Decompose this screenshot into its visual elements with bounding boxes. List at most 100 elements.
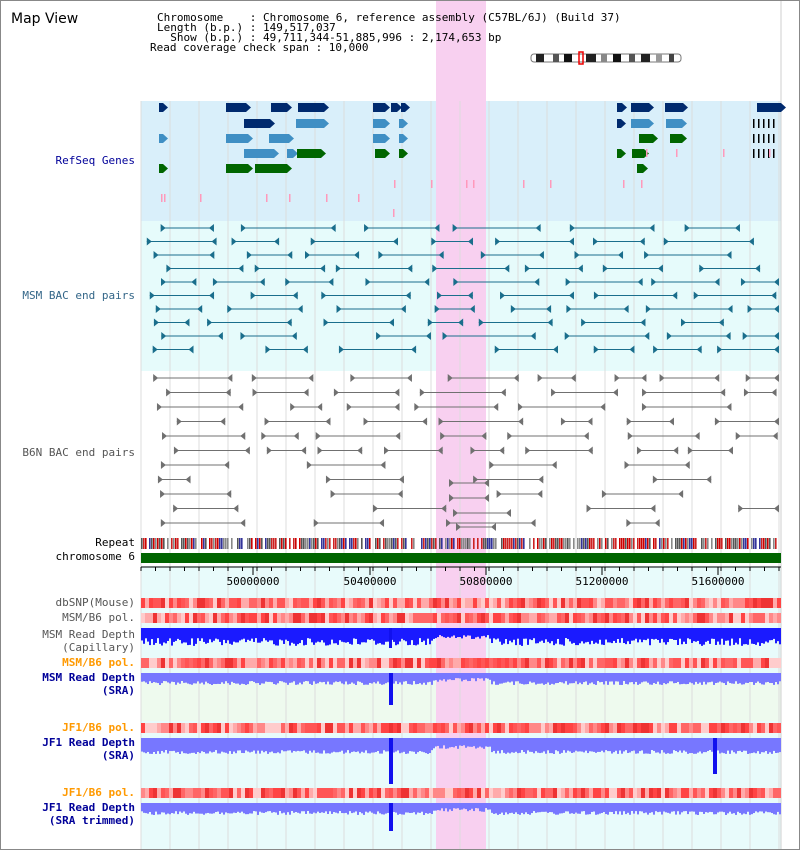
- depth-bar: [281, 803, 283, 814]
- track-label-msm-depth-sra[interactable]: MSM Read Depth: [42, 671, 135, 684]
- heat-cell: [417, 723, 421, 733]
- heat-cell: [649, 613, 653, 623]
- depth-bar: [677, 673, 679, 682]
- heat-cell: [657, 723, 661, 733]
- depth-bar: [259, 628, 261, 643]
- track-label-refseq[interactable]: RefSeq Genes: [55, 154, 135, 167]
- heat-cell: [221, 598, 225, 608]
- pink-mark: [466, 180, 468, 188]
- depth-bar: [195, 673, 197, 684]
- heat-cell: [721, 723, 725, 733]
- depth-bar: [217, 673, 219, 684]
- track-label-b6n-bac[interactable]: B6N BAC end pairs: [22, 446, 135, 459]
- track-label-jf1-depth-sra[interactable]: JF1 Read Depth: [42, 736, 135, 749]
- depth-bar: [735, 803, 737, 815]
- gene-arrow: [246, 103, 251, 112]
- track-label-dbsnp[interactable]: dbSNP(Mouse): [55, 596, 135, 609]
- depth-bar: [579, 628, 581, 644]
- msm-bac-pair-end: [568, 291, 574, 300]
- repeat-element: [155, 538, 157, 549]
- depth-bar: [445, 628, 447, 638]
- depth-bar: [373, 803, 375, 814]
- depth-bar: [585, 628, 587, 643]
- depth-bar: [357, 628, 359, 645]
- track-label-msm-bac[interactable]: MSM BAC end pairs: [22, 289, 135, 302]
- ideogram-band: [536, 54, 544, 62]
- depth-bar: [479, 673, 481, 679]
- heat-cell: [269, 613, 273, 623]
- heat-cell: [653, 598, 657, 608]
- msm-bac-pair-end: [393, 237, 399, 246]
- depth-bar: [551, 738, 553, 754]
- heat-cell: [441, 788, 445, 798]
- heat-cell: [565, 788, 569, 798]
- gene-feature: [297, 149, 321, 158]
- depth-bar: [415, 803, 417, 815]
- b6n-bac-pair-end: [720, 388, 726, 397]
- heat-cell: [553, 788, 557, 798]
- depth-bar: [581, 628, 583, 642]
- depth-bar: [307, 738, 309, 754]
- heat-cell: [433, 723, 437, 733]
- depth-bar: [323, 628, 325, 643]
- depth-bar: [451, 803, 453, 811]
- repeat-element: [217, 538, 219, 549]
- track-label-msm-b6-pol[interactable]: MSM/B6 pol.: [62, 611, 135, 624]
- heat-cell: [517, 613, 521, 623]
- track-label-jf1-b6-pol-2[interactable]: JF1/B6 pol.: [62, 786, 135, 799]
- depth-bar: [363, 803, 365, 815]
- track-label-jf1-b6-pol[interactable]: JF1/B6 pol.: [62, 721, 135, 734]
- depth-bar: [437, 738, 439, 746]
- heat-cell: [385, 788, 389, 798]
- repeat-element: [581, 538, 583, 549]
- depth-bar: [759, 673, 761, 684]
- track-label-msm-depth-cap[interactable]: MSM Read Depth: [42, 628, 135, 641]
- track-label-msm-b6-pol-2[interactable]: MSM/B6 pol.: [62, 656, 135, 669]
- depth-bar: [387, 738, 389, 752]
- depth-bar: [395, 673, 397, 682]
- depth-bar: [299, 803, 301, 814]
- track-label-jf1-depth-trim[interactable]: JF1 Read Depth: [42, 801, 135, 814]
- repeat-element: [767, 538, 769, 549]
- repeat-element: [307, 538, 309, 549]
- heat-cell: [773, 658, 777, 668]
- heat-cell: [717, 788, 721, 798]
- heat-cell: [309, 613, 313, 623]
- depth-bar: [209, 803, 211, 814]
- depth-bar: [361, 628, 363, 643]
- repeat-element: [461, 538, 463, 549]
- msm-bac-pair-end: [771, 291, 777, 300]
- depth-bar: [727, 738, 729, 751]
- repeat-element: [677, 538, 679, 549]
- track-label-chromosome[interactable]: chromosome 6: [55, 550, 135, 563]
- depth-bar: [445, 738, 447, 749]
- heat-cell: [313, 598, 317, 608]
- depth-bar: [183, 628, 185, 643]
- heat-cell: [577, 613, 581, 623]
- heat-cell: [541, 613, 545, 623]
- heat-cell: [757, 613, 761, 623]
- depth-bar: [523, 803, 525, 815]
- depth-bar: [251, 628, 253, 639]
- heat-cell: [237, 613, 241, 623]
- heat-cell: [705, 658, 709, 668]
- depth-bar: [505, 803, 507, 813]
- heat-cell: [185, 658, 189, 668]
- depth-bar: [177, 628, 179, 639]
- b6n-bac-pair-end: [437, 446, 443, 455]
- repeat-element: [395, 538, 397, 549]
- heat-cell: [737, 613, 741, 623]
- depth-bar: [477, 673, 479, 679]
- depth-bar: [483, 738, 485, 749]
- heat-cell: [729, 598, 733, 608]
- depth-bar: [225, 673, 227, 682]
- heat-cell: [509, 723, 513, 733]
- gene-tick: [753, 119, 755, 128]
- heat-cell: [165, 658, 169, 668]
- heat-cell: [533, 613, 537, 623]
- track-label-repeat[interactable]: Repeat: [95, 536, 135, 549]
- ruler-tick-label: 50000000: [227, 575, 280, 588]
- depth-bar: [193, 673, 195, 684]
- heat-cell: [289, 658, 293, 668]
